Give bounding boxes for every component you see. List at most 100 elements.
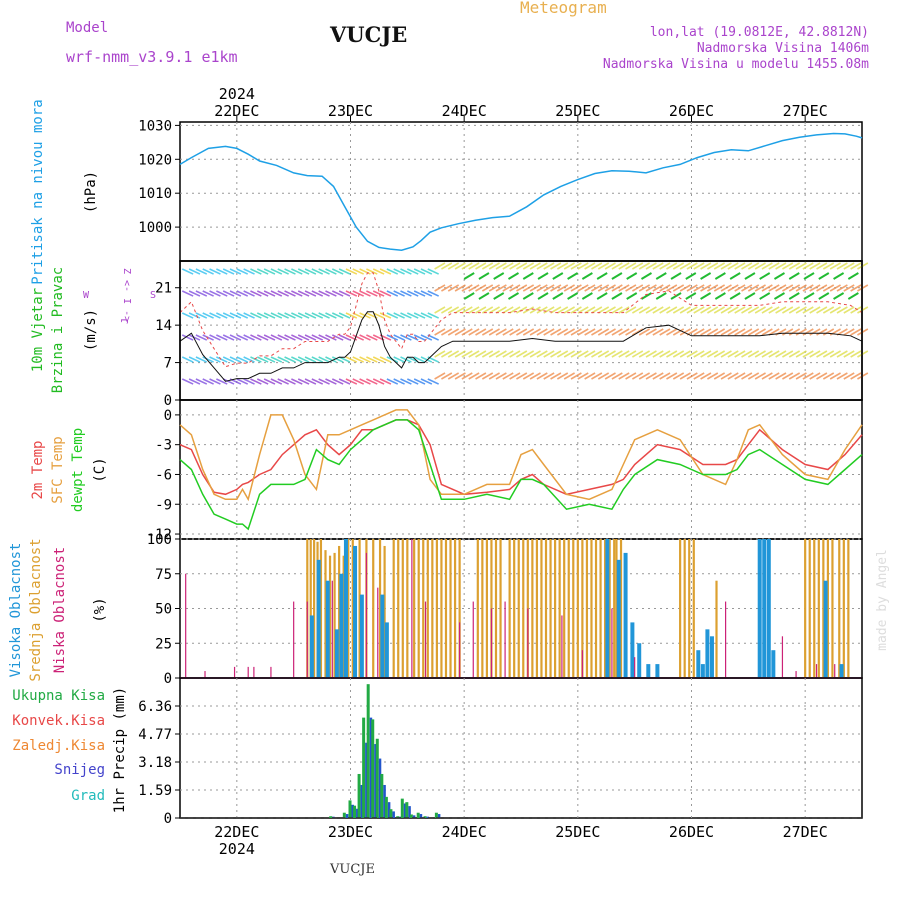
wind-barb bbox=[236, 312, 249, 319]
cloud-bar bbox=[572, 539, 575, 678]
ytick-label: 1.59 bbox=[138, 783, 172, 799]
wind-barb bbox=[304, 356, 317, 363]
cloud-bar bbox=[422, 539, 425, 678]
wind-barb bbox=[434, 284, 446, 292]
wind-barb bbox=[297, 268, 310, 275]
wind-barb bbox=[584, 328, 596, 336]
wind-barb bbox=[413, 268, 426, 275]
wind-barb bbox=[488, 306, 500, 314]
precip-legend-1: Konvek.Kisa bbox=[12, 713, 105, 729]
wind-barb bbox=[222, 378, 235, 385]
precip-bar bbox=[389, 809, 393, 818]
wind-barb bbox=[522, 272, 534, 280]
wind-barb bbox=[816, 350, 828, 358]
wind-barb bbox=[325, 312, 337, 319]
wind-barb bbox=[645, 350, 657, 358]
wind-barb bbox=[181, 334, 194, 341]
wind-barb bbox=[338, 290, 351, 297]
precip-bar bbox=[400, 798, 404, 818]
wind-barb bbox=[741, 284, 753, 292]
ytick-label: 4.77 bbox=[138, 727, 172, 743]
wind-barb bbox=[536, 350, 548, 358]
wind-barb bbox=[522, 372, 535, 380]
wind-barb bbox=[809, 284, 821, 292]
wind-barb bbox=[843, 284, 855, 292]
precip-bar-conv bbox=[387, 802, 391, 818]
cloud-bar bbox=[594, 539, 598, 678]
wind-barb bbox=[325, 290, 337, 297]
temp-line-2 bbox=[179, 419, 863, 531]
wind-barb bbox=[611, 328, 623, 336]
wind-barb bbox=[195, 378, 208, 385]
wind-barb bbox=[679, 306, 691, 314]
wind-barb bbox=[625, 372, 637, 380]
wind-barb bbox=[284, 268, 296, 275]
wind-barb bbox=[563, 350, 575, 358]
ytick-label: 75 bbox=[155, 567, 172, 583]
wind-barb bbox=[782, 284, 794, 292]
wind-barb bbox=[768, 328, 780, 336]
cloud-bar bbox=[459, 622, 461, 678]
wind-barb bbox=[188, 378, 201, 385]
wind-barb bbox=[741, 372, 753, 380]
wind-barb bbox=[666, 284, 678, 292]
wind-barb bbox=[552, 292, 564, 300]
precip-bar bbox=[416, 812, 420, 818]
wind-barb bbox=[209, 356, 221, 363]
wind-barb bbox=[181, 290, 194, 297]
wind-barb bbox=[393, 268, 405, 275]
wind-barb bbox=[829, 284, 841, 292]
wind-barb bbox=[509, 284, 521, 292]
cloud-bar bbox=[522, 539, 525, 678]
cloud-bar bbox=[347, 539, 350, 678]
wind-barb bbox=[454, 284, 466, 292]
wind-barb bbox=[481, 372, 494, 380]
wind-barb bbox=[734, 262, 746, 270]
precip-frame bbox=[179, 677, 863, 819]
ytick-label: 3.18 bbox=[138, 755, 172, 771]
wind-barb bbox=[516, 284, 528, 292]
precip-bar-conv bbox=[378, 758, 382, 818]
wind-barb bbox=[734, 372, 746, 380]
wind-barb bbox=[754, 328, 766, 336]
wind-barb bbox=[522, 284, 535, 292]
wind-barb bbox=[570, 262, 582, 270]
wind-barb bbox=[727, 306, 739, 314]
wind-barb bbox=[181, 356, 194, 363]
wind-barb bbox=[250, 312, 262, 319]
wind-barb bbox=[529, 372, 541, 380]
wind-barb bbox=[420, 356, 433, 363]
wind-ylabel: 10m Vjetar bbox=[30, 288, 46, 372]
wind-barb bbox=[475, 262, 487, 270]
wind-barb bbox=[638, 306, 651, 314]
wind-barb bbox=[707, 284, 719, 292]
wind-barb bbox=[311, 378, 324, 385]
wind-barb bbox=[263, 356, 276, 363]
wind-barb bbox=[379, 268, 392, 275]
lonlat-label: lon,lat (19.0812E, 42.8812N) bbox=[649, 25, 869, 40]
cloud-bar bbox=[623, 552, 628, 678]
wind-barb bbox=[345, 268, 358, 275]
day-label-top: 25DEC bbox=[555, 102, 600, 120]
wind-barb bbox=[372, 356, 385, 363]
wind-barb bbox=[626, 292, 638, 300]
wind-barb bbox=[263, 290, 276, 297]
wind-barb bbox=[502, 262, 514, 270]
compass-z: Z <- I -> bbox=[121, 268, 132, 322]
cloud-bar bbox=[313, 539, 316, 678]
wind-barb bbox=[400, 334, 412, 341]
wind-barb bbox=[803, 292, 815, 300]
wind-barb bbox=[243, 378, 255, 385]
wind-barb bbox=[584, 262, 596, 270]
wind-barb bbox=[775, 306, 787, 314]
wind-barb bbox=[759, 292, 771, 300]
wind-barb bbox=[543, 350, 555, 358]
cloud-bar bbox=[472, 601, 474, 678]
wind-ylabel2: Brzina i Pravac bbox=[50, 267, 66, 393]
altitude-label: Nadmorska Visina 1406m bbox=[696, 41, 869, 56]
cloud-bar bbox=[444, 539, 448, 678]
cloud-bar bbox=[688, 539, 691, 678]
wind-barb bbox=[822, 284, 835, 292]
temp-ylabel-dew: dewpt Temp bbox=[70, 428, 86, 512]
cloud-bar bbox=[842, 539, 845, 678]
